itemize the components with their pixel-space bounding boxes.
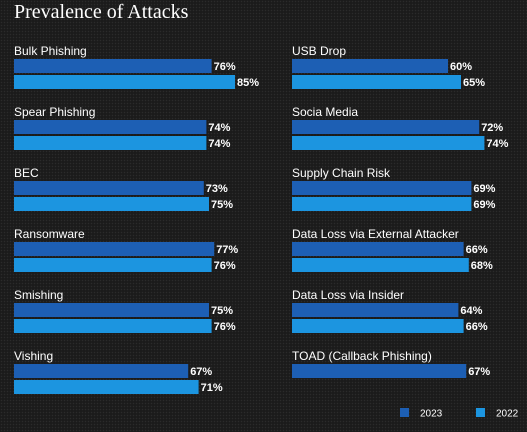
category-label: Data Loss via External Attacker — [292, 227, 459, 241]
bar-2022 — [14, 197, 209, 211]
bar-2022 — [292, 136, 485, 150]
legend-label-2022: 2022 — [496, 409, 519, 420]
bar-2022 — [14, 258, 212, 272]
value-label: 65% — [463, 77, 485, 89]
value-label: 74% — [208, 122, 230, 134]
bar-2023 — [14, 364, 189, 378]
bar-2022 — [14, 75, 235, 89]
bar-2023 — [292, 120, 480, 134]
value-label: 85% — [237, 77, 259, 89]
bar-2023 — [292, 242, 464, 256]
value-label: 72% — [481, 122, 503, 134]
category-label: Ransomware — [14, 227, 85, 241]
value-label: 67% — [468, 366, 490, 378]
value-label: 75% — [211, 305, 233, 317]
bar-2023 — [292, 59, 448, 73]
bar-2022 — [292, 258, 469, 272]
category-label: Bulk Phishing — [14, 44, 87, 58]
value-label: 66% — [466, 321, 488, 333]
category-label: Socia Media — [292, 105, 358, 119]
bar-2023 — [292, 303, 459, 317]
category-label: Spear Phishing — [14, 105, 95, 119]
category-label: Supply Chain Risk — [292, 166, 391, 180]
category-label: Data Loss via Insider — [292, 288, 404, 302]
bar-2022 — [14, 136, 207, 150]
value-label: 69% — [473, 199, 495, 211]
value-label: 77% — [216, 244, 238, 256]
bar-2022 — [292, 75, 461, 89]
value-label: 76% — [214, 260, 236, 272]
chart-title: Prevalence of Attacks — [14, 1, 189, 23]
category-label: TOAD (Callback Phishing) — [292, 349, 432, 363]
value-label: 74% — [208, 138, 230, 150]
value-label: 76% — [214, 61, 236, 73]
value-label: 71% — [201, 382, 223, 394]
bar-2023 — [14, 303, 209, 317]
value-label: 74% — [486, 138, 508, 150]
category-label: Vishing — [14, 349, 53, 363]
category-label: BEC — [14, 166, 39, 180]
bar-2023 — [14, 120, 207, 134]
value-label: 60% — [450, 61, 472, 73]
value-label: 64% — [460, 305, 482, 317]
bar-2023 — [14, 242, 215, 256]
legend-swatch-2022 — [476, 408, 485, 417]
value-label: 73% — [206, 183, 228, 195]
legend-label-2023: 2023 — [420, 409, 443, 420]
bar-2022 — [14, 319, 212, 333]
bar-2023 — [14, 59, 212, 73]
bar-2023 — [292, 364, 467, 378]
value-label: 66% — [466, 244, 488, 256]
value-label: 75% — [211, 199, 233, 211]
value-label: 69% — [473, 183, 495, 195]
value-label: 67% — [190, 366, 212, 378]
bar-2022 — [292, 319, 464, 333]
bar-2023 — [292, 181, 472, 195]
category-label: Smishing — [14, 288, 63, 302]
category-label: USB Drop — [292, 44, 346, 58]
bar-2022 — [14, 380, 199, 394]
bar-2022 — [292, 197, 472, 211]
value-label: 68% — [471, 260, 493, 272]
value-label: 76% — [214, 321, 236, 333]
legend-swatch-2023 — [400, 408, 409, 417]
bar-2023 — [14, 181, 204, 195]
